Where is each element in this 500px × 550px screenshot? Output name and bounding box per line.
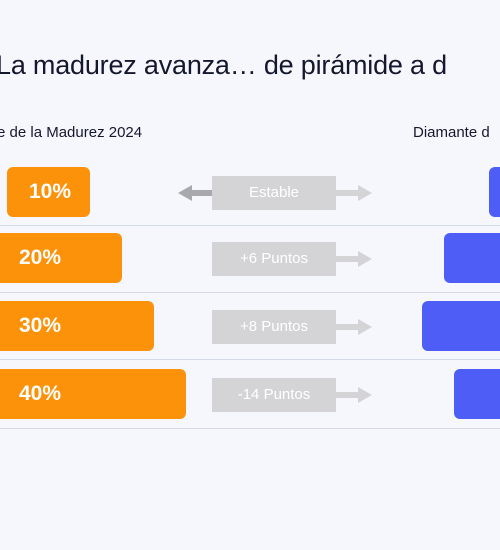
right-bar	[489, 167, 500, 217]
row-divider	[0, 225, 500, 226]
change-arrow-icon	[178, 185, 372, 201]
left-bar-label: 30%	[18, 314, 62, 337]
left-bar-label: 20%	[18, 246, 62, 269]
left-bar-label: 10%	[28, 180, 72, 203]
change-arrow-icon	[320, 251, 372, 267]
left-bar-label: 40%	[18, 382, 62, 405]
row-divider	[0, 359, 500, 360]
row-divider	[0, 292, 500, 293]
right-bar	[444, 233, 500, 283]
change-label: +6 Puntos	[212, 242, 336, 276]
left-bar	[0, 233, 122, 283]
left-bar	[7, 167, 90, 217]
left-series-title: e de la Madurez 2024	[0, 124, 143, 141]
change-arrow-icon	[320, 387, 372, 403]
change-arrow-icon	[320, 319, 372, 335]
chart-title: La madurez avanza… de pirámide a d	[0, 50, 447, 80]
left-bar	[0, 301, 154, 351]
row-divider	[0, 428, 500, 429]
change-label: +8 Puntos	[212, 310, 336, 344]
right-series-title: Diamante d	[413, 124, 490, 141]
right-bar	[454, 369, 500, 419]
change-label: Estable	[212, 176, 336, 210]
right-bar	[422, 301, 500, 351]
left-bar	[0, 369, 186, 419]
change-label: -14 Puntos	[212, 378, 336, 412]
